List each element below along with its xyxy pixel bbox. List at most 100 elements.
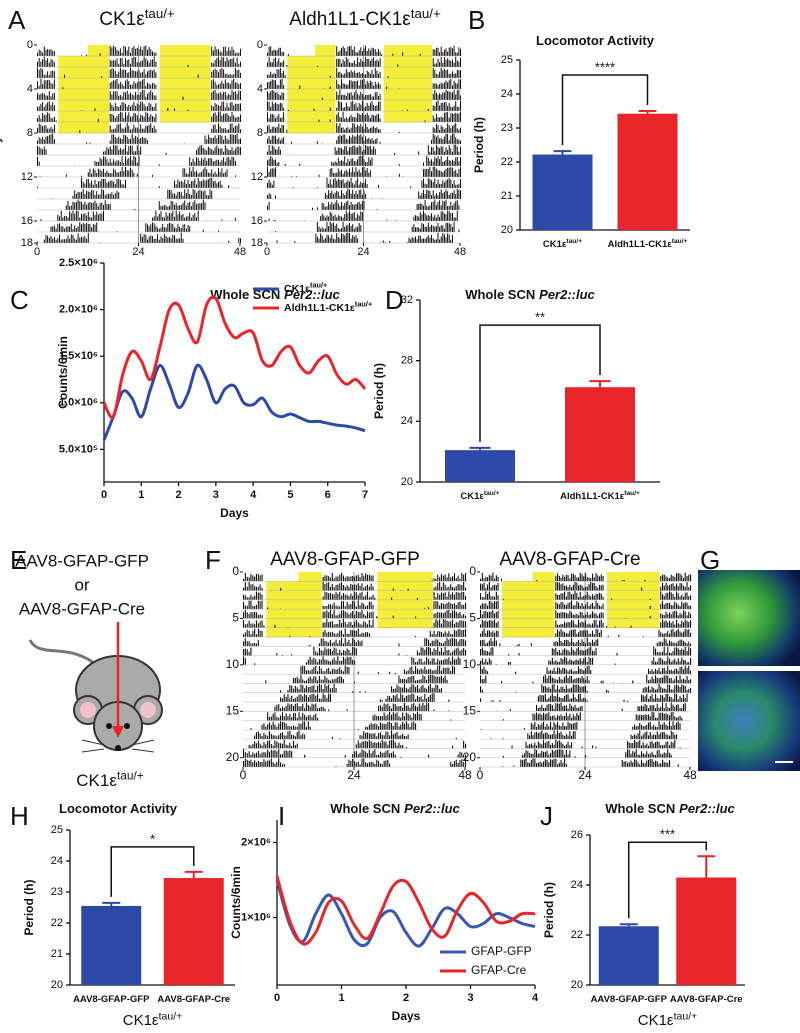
y-axis-label: Period (h) xyxy=(542,882,556,938)
activity-row xyxy=(243,628,467,637)
activity-row xyxy=(480,600,692,610)
y-tick-label: 20 xyxy=(401,476,413,488)
y-tick-label: 2.0×10⁶ xyxy=(59,304,98,316)
chart-title: CK1εtau/+ xyxy=(99,6,175,30)
light-phase xyxy=(607,618,660,629)
light-phase xyxy=(315,45,336,57)
chart-title: Locomotor Activity xyxy=(59,801,178,816)
y-tick-label: 16 xyxy=(251,215,263,227)
activity-row xyxy=(243,591,467,600)
light-phase xyxy=(266,599,322,610)
activity-row xyxy=(480,683,692,693)
error-bar xyxy=(102,901,121,906)
error-bar xyxy=(553,150,572,155)
chart-title: Aldh1L1-CK1εtau/+ xyxy=(289,6,441,30)
y-tick-label: 10 xyxy=(463,657,477,671)
group-label-part: tau/+ xyxy=(159,1010,183,1022)
significance-label: ** xyxy=(535,310,545,325)
x-tick-label: 0 xyxy=(274,992,280,1004)
chart-title-part: CK1ε xyxy=(99,9,145,30)
activity-row xyxy=(50,188,213,199)
legend-label-part: CK1ε xyxy=(284,283,310,295)
light-phase xyxy=(159,111,211,123)
light-phase xyxy=(58,100,110,112)
activity-row xyxy=(40,210,236,221)
y-tick-label: 2.5×10⁶ xyxy=(59,257,98,269)
y-tick-label: 5 xyxy=(469,611,476,625)
y-tick-label: 24 xyxy=(401,415,413,427)
y-tick-label: 2×10⁶ xyxy=(241,836,271,848)
x-tick-label: 6 xyxy=(325,489,331,501)
chart-title: Whole SCN Per2::luc xyxy=(465,287,595,302)
y-tick-label: 20 xyxy=(226,750,240,764)
x-tick-label: 24 xyxy=(357,246,369,258)
significance-bracket xyxy=(628,841,707,919)
chart-title: Whole SCN Per2::luc xyxy=(605,801,735,816)
micrograph xyxy=(698,671,800,771)
activity-row xyxy=(267,78,461,89)
activity-row xyxy=(502,748,672,758)
activity-row xyxy=(267,45,461,56)
panel-letter-part: A xyxy=(8,5,26,35)
chart-title: Locomotor Activity xyxy=(536,33,655,48)
x-tick-label: 4 xyxy=(532,992,539,1004)
legend-label: Aldh1L1-CK1εtau/+ xyxy=(284,300,372,314)
activity-row xyxy=(267,100,461,111)
y-tick-label: 22 xyxy=(501,156,513,168)
x-tick-label: CK1εtau/+ xyxy=(543,238,582,250)
light-phase xyxy=(502,609,555,619)
panel-letter: B xyxy=(468,5,485,35)
activity-row xyxy=(38,166,236,177)
light-phase xyxy=(377,590,433,601)
legend-label-part: Aldh1L1-CK1ε xyxy=(284,302,355,314)
y-axis-label: Counts/6min xyxy=(229,866,243,939)
legend-label: GFAP-GFP xyxy=(471,944,532,958)
y-tick-label: 20 xyxy=(463,750,477,764)
x-tick-label: 1 xyxy=(338,992,344,1004)
y-axis-label: Days xyxy=(0,129,3,158)
light-phase xyxy=(502,581,555,592)
x-tick-label: 48 xyxy=(234,246,246,258)
panel-letter: J xyxy=(540,801,553,831)
group-label-part: CK1ε xyxy=(123,1012,159,1029)
x-tick-label: 48 xyxy=(458,768,472,782)
y-tick-label: 8 xyxy=(257,127,263,139)
x-tick-label: 0 xyxy=(240,768,247,782)
activity-row xyxy=(37,122,241,133)
chart-title-part: Whole SCN xyxy=(605,801,675,816)
light-phase xyxy=(159,89,211,101)
x-tick-label: 4 xyxy=(250,489,257,501)
bar xyxy=(532,154,593,230)
panel-letter-part: H xyxy=(10,801,29,831)
legend-label-part: GFAP-GFP xyxy=(471,944,532,958)
x-axis-label: Days xyxy=(392,1009,421,1023)
significance-bracket xyxy=(479,324,601,442)
legend-label: GFAP-Cre xyxy=(471,963,527,977)
light-phase xyxy=(502,627,555,638)
y-tick-label: 12 xyxy=(251,171,263,183)
y-tick-label: 22 xyxy=(571,929,583,941)
light-phase xyxy=(298,572,322,582)
x-axis-label: Days xyxy=(220,506,249,520)
y-tick-label: 18 xyxy=(251,237,263,249)
activity-row xyxy=(243,656,461,665)
activity-row xyxy=(243,600,467,610)
genotype-label: CK1εtau/+ xyxy=(76,769,143,791)
panel-letter: G xyxy=(700,545,720,575)
x-tick-label: 0 xyxy=(101,489,107,501)
activity-row xyxy=(501,758,679,767)
light-phase xyxy=(287,111,336,123)
chart-title-part: Whole SCN xyxy=(330,801,400,816)
activity-row xyxy=(274,702,450,712)
x-tick-label: 3 xyxy=(467,992,473,1004)
light-phase xyxy=(607,609,660,619)
activity-row xyxy=(37,56,241,67)
light-phase xyxy=(607,590,660,601)
panel-letter: D xyxy=(385,285,404,315)
activity-row xyxy=(267,711,452,721)
significance-bracket xyxy=(110,846,195,897)
chart-title-part: Whole SCN xyxy=(210,287,280,302)
y-tick-label: 24 xyxy=(51,855,63,867)
y-tick-label: 15 xyxy=(463,703,477,717)
